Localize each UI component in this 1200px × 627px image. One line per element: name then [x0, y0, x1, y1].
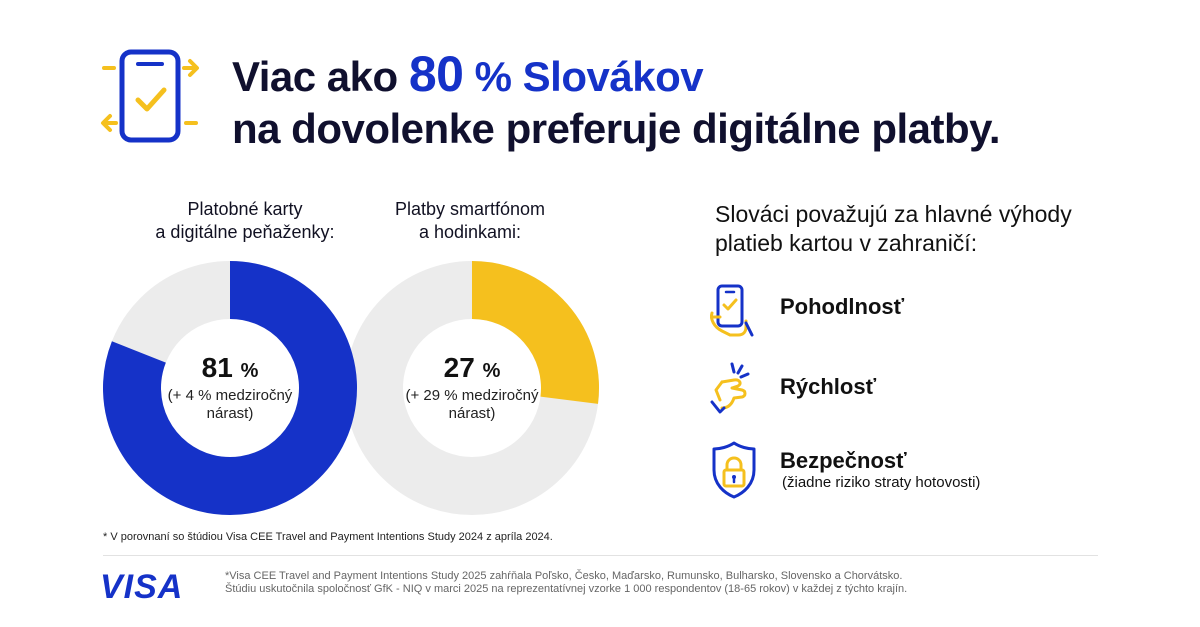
source-note: *Visa CEE Travel and Payment Intentions …: [225, 570, 907, 596]
benefits-title-line: Slováci považujú za hlavné výhody: [715, 201, 1072, 227]
benefit-sub-security: (žiadne riziko straty hotovosti): [782, 474, 981, 491]
shield-lock-icon: [712, 441, 756, 499]
headline-line1-prefix: Viac ako: [232, 53, 409, 100]
benefit-label-security: Bezpečnosť: [780, 448, 907, 473]
donut-label-line: a digitálne peňaženky:: [155, 222, 335, 242]
donut-label-line: a hodinkami:: [418, 222, 522, 242]
donut-label-line: Platobné karty: [187, 199, 303, 219]
donut-value-number: 27: [443, 352, 475, 383]
donut-center-cards: 81 % (+ 4 % medziročný nárast): [150, 352, 310, 423]
donut-sub-line: (+ 4 % medziročný: [167, 387, 293, 404]
visa-logo: VISA: [100, 568, 184, 606]
donut-value-unit: %: [482, 360, 501, 382]
donut-label-line: Platby smartfónom: [394, 199, 546, 219]
benefit-label-speed: Rýchlosť: [780, 374, 877, 399]
donut-value-cards: 81 %: [150, 352, 310, 387]
donut-sub-line: (+ 29 % medziročný: [405, 387, 539, 404]
donut-value-smartphone: 27 %: [392, 352, 552, 387]
headline-line1-suffix: % Slovákov: [463, 53, 704, 100]
donut-value-number: 81: [201, 352, 233, 383]
benefits-title-line: platieb kartou v zahraničí:: [715, 230, 978, 256]
headline-line2: na dovolenke preferuje digitálne platby.: [232, 105, 1001, 152]
source-note-line: Štúdiu uskutočnila spoločnosť GfK - NIQ …: [225, 583, 908, 595]
benefits-title: Slováci považujú za hlavné výhody platie…: [715, 200, 1072, 258]
donut-label-smartphone: Platby smartfónom a hodinkami:: [340, 198, 600, 244]
donut-center-smartphone: 27 % (+ 29 % medziročný nárast): [392, 352, 552, 423]
donut-label-cards: Platobné karty a digitálne peňaženky:: [115, 198, 375, 244]
donut-value-unit: %: [240, 360, 259, 382]
donut-charts: [103, 261, 599, 515]
benefit-label-comfort: Pohodlnosť: [780, 294, 905, 319]
donut-sub-line: nárast): [448, 405, 496, 422]
headline: Viac ako 80 % Slovákov na dovolenke pref…: [232, 46, 1001, 155]
phone-check-arrows-icon: [101, 49, 199, 143]
snap-fingers-icon: [710, 362, 750, 414]
donut-slice-cards: [103, 261, 357, 515]
hand-phone-icon: [710, 284, 754, 337]
footnote: * V porovnaní so štúdiou Visa CEE Travel…: [103, 531, 553, 543]
source-note-line: *Visa CEE Travel and Payment Intentions …: [225, 570, 903, 582]
divider: [103, 555, 1098, 556]
donut-slice-smartphone: [470, 261, 599, 404]
headline-number: 80: [408, 46, 464, 102]
donut-sub-line: nárast): [206, 405, 254, 422]
